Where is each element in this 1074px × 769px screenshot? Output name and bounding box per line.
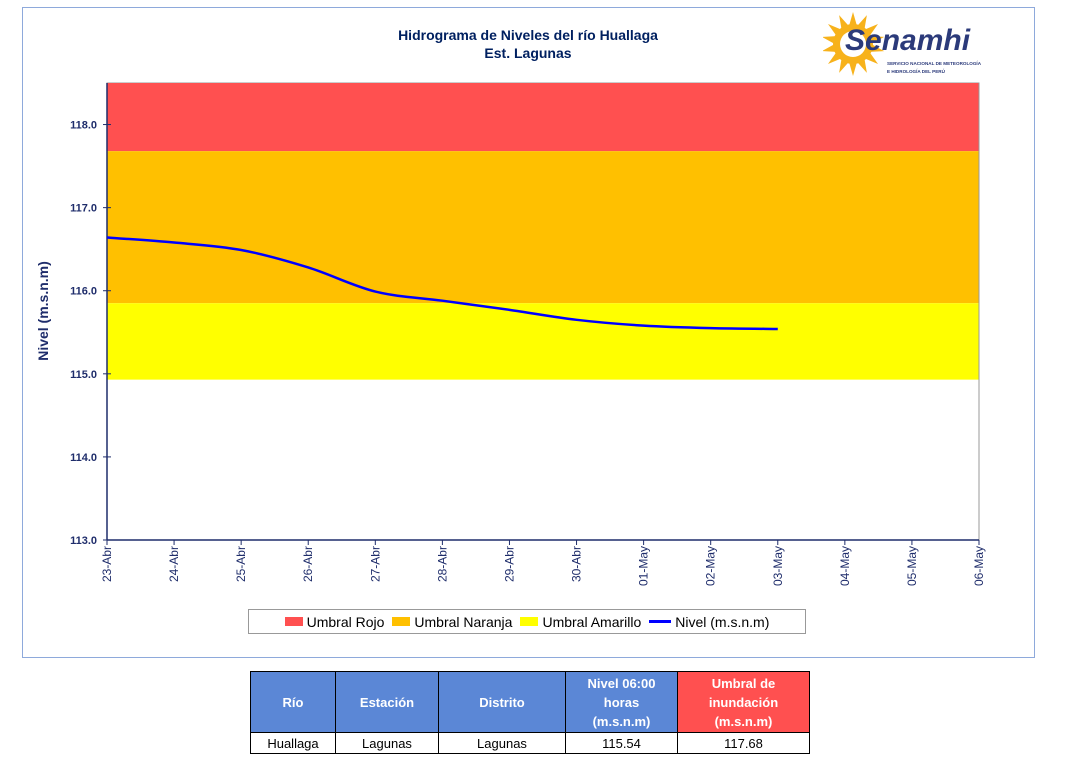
sun-ray [839, 15, 849, 30]
logo-subtitle-2: E HIDROLOGÍA DEL PERÚ [887, 67, 946, 74]
y-tick-label: 115.0 [70, 369, 97, 381]
x-tick-label: 28-Abr [435, 546, 449, 582]
y-tick-label: 114.0 [70, 452, 97, 464]
sun-ray [864, 52, 879, 64]
sun-ray [839, 58, 849, 73]
legend-swatch [392, 617, 411, 626]
chart-title: Hidrograma de Niveles del río Huallaga [398, 27, 658, 43]
y-tick-label: 118.0 [70, 120, 97, 132]
cell-rio: Huallaga [250, 732, 336, 754]
x-tick-label: 26-Abr [301, 546, 315, 582]
sun-ray [849, 12, 857, 26]
x-tick-label: 03-May [771, 546, 785, 586]
cell-distrito: Lagunas [438, 732, 566, 754]
table-header-row: Río Estación Distrito Nivel 06:00 horas … [250, 671, 810, 733]
sun-ray [869, 36, 885, 44]
legend-nivel: Nivel (m.s.n.m) [649, 614, 769, 630]
x-tick-label: 02-May [704, 546, 718, 586]
legend-umbral-naranja: Umbral Naranja [392, 614, 512, 630]
cell-umbral: 117.68 [677, 732, 810, 754]
header-rio: Río [250, 671, 336, 733]
chart-legend: Umbral Rojo Umbral Naranja Umbral Amaril… [248, 609, 806, 634]
sun-ray [864, 24, 879, 36]
sun-ray [823, 44, 837, 52]
logo-subtitle-1: SERVICIO NACIONAL DE METEOROLOGÍA [887, 59, 982, 66]
x-tick-label: 04-May [838, 546, 852, 586]
chart-frame [22, 7, 1035, 658]
header-nivel: Nivel 06:00 horas (m.s.n.m) [565, 671, 678, 733]
legend-swatch [284, 617, 303, 626]
table-row: Huallaga Lagunas Lagunas 115.54 117.68 [250, 732, 810, 754]
x-tick-label: 25-Abr [234, 546, 248, 582]
logo-wordmark: Senamhi [845, 24, 971, 57]
legend-label: Umbral Amarillo [542, 613, 642, 630]
header-estacion: Estación [335, 671, 439, 733]
x-tick-label: 05-May [905, 546, 919, 586]
sun-ray [827, 52, 842, 64]
sun-ray [823, 36, 837, 44]
x-tick-label: 01-May [637, 546, 651, 586]
y-tick-label: 117.0 [70, 203, 97, 215]
cell-estacion: Lagunas [335, 732, 439, 754]
legend-label: Nivel (m.s.n.m) [675, 613, 770, 630]
legend-swatch [520, 617, 539, 626]
x-tick-label: 23-Abr [100, 546, 114, 582]
legend-line [649, 620, 672, 623]
band-umbral-naranja [107, 151, 979, 304]
sun-ray [857, 15, 867, 30]
x-tick-label: 24-Abr [167, 546, 181, 582]
cell-nivel: 115.54 [565, 732, 678, 754]
sun-ray [857, 58, 867, 73]
senamhi-logo: Senamhi SERVICIO NACIONAL DE METEOROLOGÍ… [823, 12, 982, 76]
x-tick-label: 06-May [972, 546, 986, 586]
summary-table: Río Estación Distrito Nivel 06:00 horas … [250, 671, 810, 754]
legend-umbral-rojo: Umbral Rojo [284, 613, 385, 630]
y-axis-title: Nivel (m.s.n.m) [35, 261, 51, 361]
band-umbral-rojo [107, 83, 979, 152]
x-tick-label: 30-Abr [570, 546, 584, 582]
header-umbral: Umbral de inundación (m.s.n.m) [677, 671, 810, 733]
legend-umbral-amarillo: Umbral Amarillo [520, 614, 641, 630]
sun-ray [827, 24, 842, 36]
legend-label: Umbral Rojo [306, 613, 385, 630]
x-tick-label: 27-Abr [368, 546, 382, 582]
x-tick-label: 29-Abr [502, 546, 516, 582]
chart-subtitle: Est. Lagunas [484, 45, 572, 61]
sun-ray [869, 44, 885, 52]
y-tick-label: 113.0 [70, 535, 97, 547]
hydrograph-chart: 113.0 114.0 115.0 116.0 117.0 118.0 23-Abr 24-A… [35, 82, 986, 586]
y-tick-label: 116.0 [70, 286, 97, 298]
header-distrito: Distrito [438, 671, 566, 733]
sun-ray [849, 62, 857, 76]
legend-label: Umbral Naranja [414, 613, 513, 630]
